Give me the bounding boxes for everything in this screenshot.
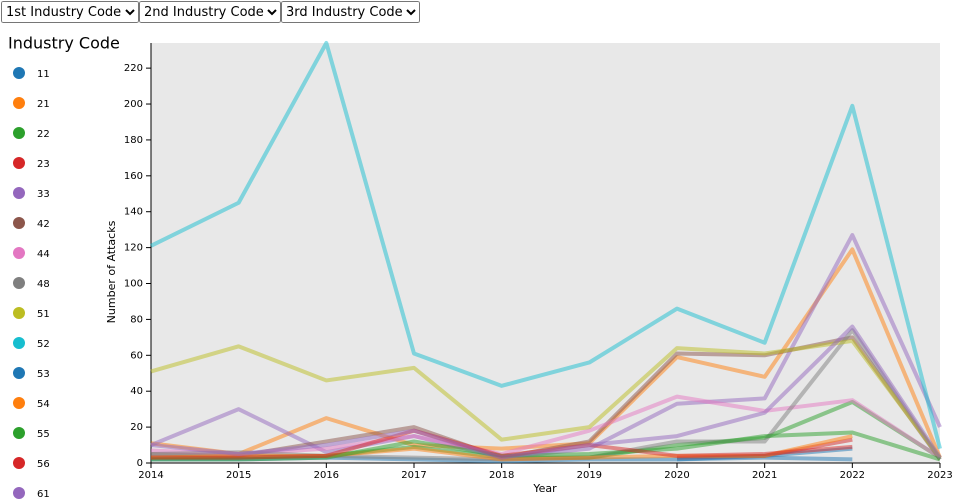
x-axis-label: Year — [532, 482, 557, 495]
legend-label: 53 — [37, 369, 50, 380]
y-axis-label: Number of Attacks — [105, 220, 118, 323]
x-tick-label: 2023 — [927, 470, 952, 481]
dropdown[interactable]: 2nd Industry Code — [139, 1, 281, 23]
legend-label: 33 — [37, 189, 50, 200]
plot-background — [151, 43, 940, 463]
legend-swatch — [13, 337, 25, 349]
dropdown[interactable]: 1st Industry Code — [1, 1, 139, 23]
series-line — [150, 324, 942, 460]
y-tick-label: 140 — [124, 207, 143, 218]
legend-label: 22 — [37, 129, 50, 140]
controls: 1st Industry Code 2nd Industry Code 3rd … — [1, 1, 420, 23]
legend-swatch — [13, 367, 25, 379]
y-tick-label: 180 — [124, 135, 143, 146]
x-tick-label: 2021 — [752, 470, 777, 481]
x-tick-label: 2020 — [664, 470, 689, 481]
y-tick-label: 0 — [137, 458, 143, 469]
legend-label: 54 — [37, 399, 50, 410]
legend-label: 51 — [37, 309, 50, 320]
legend-label: 11 — [37, 69, 50, 80]
legend-label: 48 — [37, 279, 50, 290]
legend-swatch — [13, 67, 25, 79]
x-tick-label: 2017 — [401, 470, 426, 481]
y-tick-label: 120 — [124, 243, 143, 254]
legend-swatch — [13, 427, 25, 439]
legend-label: 23 — [37, 159, 50, 170]
legend-swatch — [13, 97, 25, 109]
series-line — [150, 41, 942, 450]
legend-label: 42 — [37, 219, 50, 230]
y-tick-label: 220 — [124, 63, 143, 74]
y-tick-label: 200 — [124, 99, 143, 110]
legend-swatch — [13, 247, 25, 259]
legend-swatch — [13, 487, 25, 499]
y-tick-label: 80 — [130, 314, 143, 325]
legend-swatch — [13, 157, 25, 169]
legend-label: 44 — [37, 249, 50, 260]
y-tick-label: 100 — [124, 279, 143, 290]
legend-swatch — [13, 187, 25, 199]
y-tick-label: 160 — [124, 171, 143, 182]
x-tick-label: 2014 — [138, 470, 163, 481]
legend-label: 52 — [37, 339, 50, 350]
series-line — [150, 338, 942, 459]
legend-swatch — [13, 397, 25, 409]
legend-label: 21 — [37, 99, 50, 110]
x-tick-label: 2016 — [314, 470, 339, 481]
x-tick-label: 2019 — [577, 470, 602, 481]
y-tick-label: 20 — [130, 422, 143, 433]
legend-title: Industry Code — [8, 34, 120, 53]
legend-label: 61 — [37, 489, 50, 500]
legend-label: 55 — [37, 429, 50, 440]
legend-swatch — [13, 277, 25, 289]
y-tick-label: 40 — [130, 386, 143, 397]
legend-swatch — [13, 307, 25, 319]
x-tick-label: 2015 — [226, 470, 251, 481]
legend-swatch — [13, 217, 25, 229]
x-tick-label: 2018 — [489, 470, 514, 481]
legend-swatch — [13, 127, 25, 139]
dropdown[interactable]: 3rd Industry Code — [281, 1, 420, 23]
y-tick-label: 60 — [130, 350, 143, 361]
legend-swatch — [13, 457, 25, 469]
x-tick-label: 2022 — [840, 470, 865, 481]
legend-label: 56 — [37, 459, 50, 470]
